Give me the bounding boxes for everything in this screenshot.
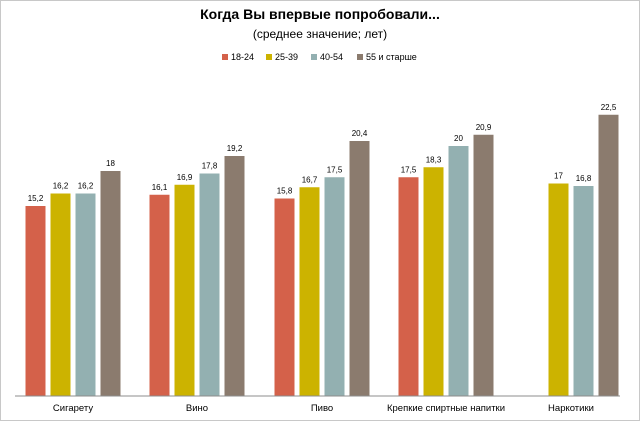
legend-label-4: 55 и старше (366, 52, 417, 62)
value-label-3-1: 15,8 (277, 187, 293, 196)
category-label-2: Вино (186, 403, 208, 414)
bar-2-3 (199, 173, 220, 396)
bar-1-1 (25, 206, 46, 396)
legend: 18-24 25-39 40-54 55 и старше (222, 52, 417, 62)
category-label-1: Сигарету (53, 403, 93, 414)
value-label-3-3: 17,5 (327, 165, 343, 174)
value-label-2-2: 16,9 (177, 173, 193, 182)
legend-swatch-1 (222, 54, 228, 60)
value-label-3-2: 16,7 (302, 175, 318, 184)
value-label-1-4: 18 (106, 159, 115, 168)
value-label-4-1: 17,5 (401, 165, 417, 174)
value-label-2-1: 16,1 (152, 183, 168, 192)
value-label-2-3: 17,8 (202, 162, 218, 171)
bar-5-3 (573, 186, 594, 396)
legend-swatch-4 (357, 54, 363, 60)
legend-swatch-2 (266, 54, 272, 60)
value-label-4-3: 20 (454, 134, 463, 143)
bar-1-2 (50, 193, 71, 396)
legend-label-1: 18-24 (231, 52, 254, 62)
category-labels: Сигарету Вино Пиво Крепкие спиртные напитки… (53, 403, 594, 414)
bar-3-4 (349, 141, 370, 396)
bar-4-1 (398, 177, 419, 396)
bar-3-1 (274, 198, 295, 396)
value-label-2-4: 19,2 (227, 144, 243, 153)
category-label-5: Наркотики (548, 403, 594, 414)
legend-label-3: 40-54 (320, 52, 343, 62)
bar-3-2 (299, 187, 320, 396)
value-label-5-4: 22,5 (601, 103, 617, 112)
category-label-4: Крепкие спиртные напитки (387, 403, 505, 414)
category-label-3: Пиво (311, 403, 333, 414)
bars: 15,2 16,2 16,2 18 16,1 16,9 17,8 19,2 15,8 16,7 17… (25, 103, 619, 396)
bar-2-1 (149, 194, 170, 396)
bar-4-4 (473, 134, 494, 396)
value-label-3-4: 20,4 (352, 129, 368, 138)
value-label-1-2: 16,2 (53, 182, 69, 191)
bar-5-4 (598, 114, 619, 396)
bar-2-4 (224, 156, 245, 396)
bar-4-3 (448, 146, 469, 396)
bar-1-4 (100, 171, 121, 396)
value-label-5-2: 17 (554, 172, 563, 181)
value-label-1-3: 16,2 (78, 182, 94, 191)
value-label-4-4: 20,9 (476, 123, 492, 132)
bar-1-3 (75, 193, 96, 396)
chart-title: Когда Вы впервые попробовали... (200, 6, 440, 22)
bar-4-2 (423, 167, 444, 396)
chart-subtitle: (среднее значение; лет) (252, 27, 388, 41)
bar-3-3 (324, 177, 345, 396)
legend-swatch-3 (311, 54, 317, 60)
legend-label-2: 25-39 (275, 52, 298, 62)
bar-5-2 (548, 183, 569, 396)
value-label-4-2: 18,3 (426, 155, 442, 164)
bar-2-2 (174, 184, 195, 396)
value-label-1-1: 15,2 (28, 194, 44, 203)
value-label-5-3: 16,8 (576, 174, 592, 183)
